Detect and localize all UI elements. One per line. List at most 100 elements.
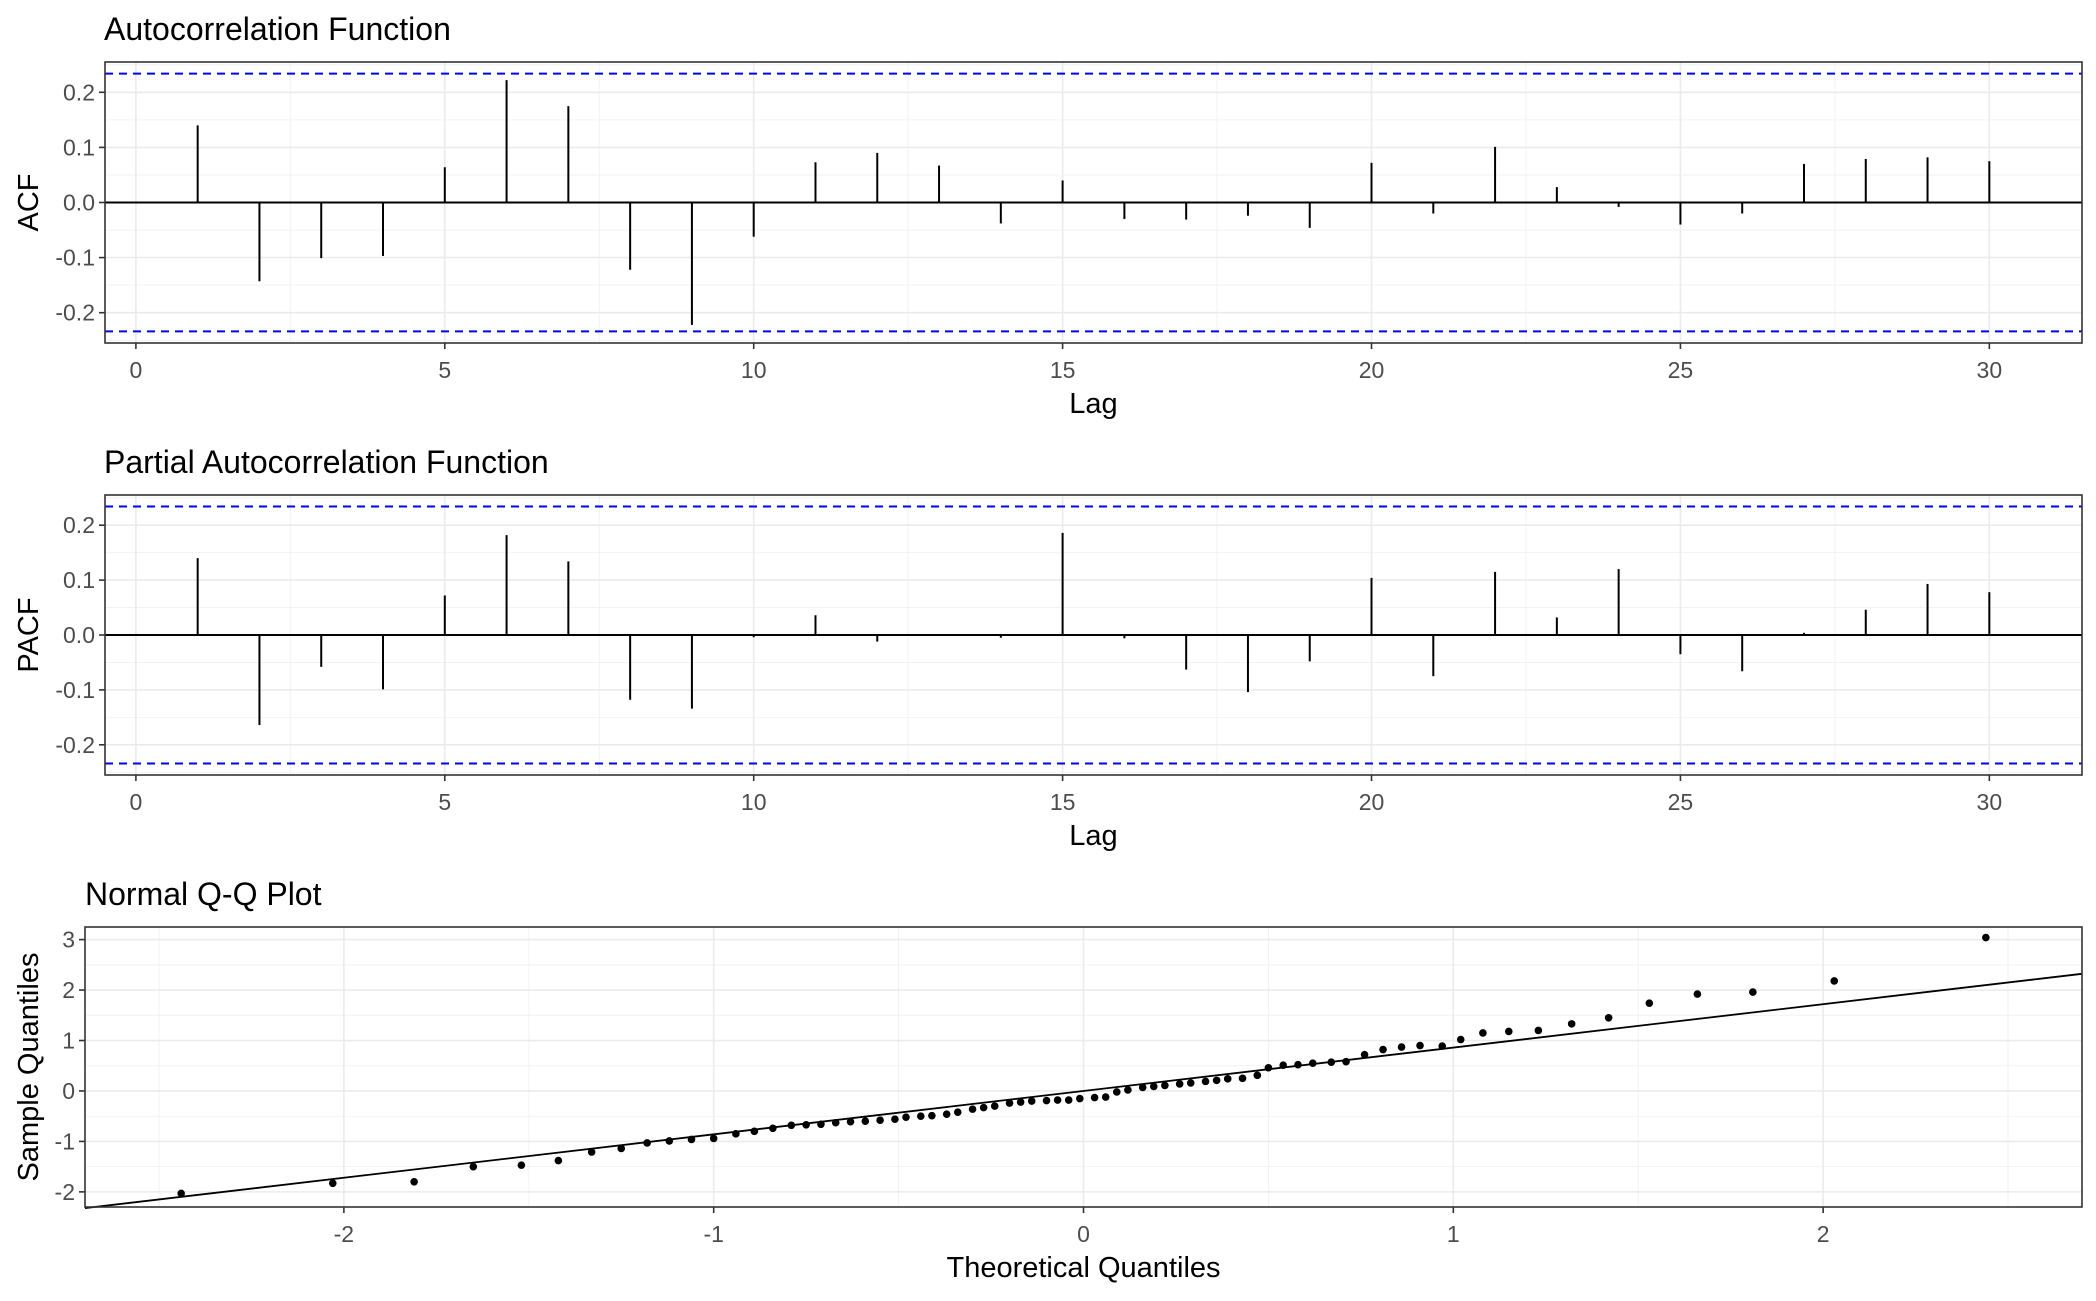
qq-point	[1212, 1076, 1221, 1085]
y-tick-label: -1	[55, 1128, 75, 1154]
y-tick-label: -0.1	[55, 245, 95, 271]
qq-point	[1027, 1097, 1036, 1105]
qq-point	[953, 1108, 962, 1116]
qq-point	[1042, 1096, 1051, 1105]
qq-point	[928, 1111, 936, 1120]
qq-point	[876, 1116, 884, 1125]
y-tick-label: 0.1	[63, 134, 95, 160]
qq-point	[665, 1137, 674, 1145]
qq-point	[1016, 1098, 1025, 1106]
y-tick-label: 0.2	[63, 79, 95, 105]
qq-point	[1397, 1043, 1406, 1051]
qq-point	[1504, 1027, 1513, 1036]
y-axis-title: PACF	[13, 597, 45, 672]
qq-point	[1830, 977, 1839, 985]
x-tick-label: 10	[741, 357, 767, 383]
qq-point	[1567, 1020, 1576, 1028]
qq-point	[1749, 988, 1757, 996]
x-tick-label: 5	[438, 789, 451, 815]
x-axis-title: Lag	[1069, 388, 1117, 420]
qq-point	[787, 1121, 796, 1130]
qq-point	[916, 1112, 925, 1120]
y-tick-label: 0	[62, 1078, 75, 1104]
chart-title: Normal Q-Q Plot	[85, 876, 322, 912]
qq-point	[1645, 999, 1654, 1007]
qq-point	[517, 1161, 526, 1169]
x-tick-label: 5	[438, 357, 451, 383]
qq-point	[177, 1189, 185, 1198]
qq-point	[1149, 1082, 1158, 1091]
qq-point	[846, 1117, 855, 1126]
x-tick-label: -2	[334, 1221, 354, 1247]
qq-point	[617, 1144, 626, 1153]
chart-title: Autocorrelation Function	[104, 11, 451, 47]
x-tick-label: 0	[1077, 1221, 1090, 1247]
qq-point	[891, 1115, 899, 1124]
qq-point	[1138, 1083, 1147, 1092]
qq-point	[1456, 1035, 1465, 1044]
x-tick-label: 0	[129, 789, 142, 815]
y-axis-title: Sample Quantiles	[13, 953, 45, 1182]
qq-point	[968, 1105, 977, 1113]
y-axis-title: ACF	[13, 174, 45, 232]
qq-point	[1112, 1088, 1121, 1096]
qq-point	[1416, 1041, 1424, 1050]
x-tick-label: 20	[1359, 789, 1385, 815]
qq-point	[1064, 1096, 1073, 1104]
y-tick-label: 0.1	[63, 567, 95, 593]
qq-point	[1175, 1080, 1184, 1088]
qq-point	[990, 1102, 999, 1110]
qq-point	[1693, 990, 1702, 998]
qq-point	[750, 1127, 759, 1136]
qq-point	[831, 1118, 840, 1127]
qq-point	[1308, 1059, 1317, 1068]
panel-2: -0.2 -0.1 0.0 0.1 0.2 0 5 10 15 20 25 30 Partial Aut…	[13, 444, 2083, 852]
qq-point	[1101, 1093, 1110, 1101]
x-tick-label: 0	[129, 357, 142, 383]
qq-point	[1076, 1094, 1084, 1103]
qq-point	[587, 1148, 596, 1156]
qq-point	[1201, 1077, 1210, 1086]
x-tick-label: 1	[1447, 1221, 1460, 1247]
x-tick-label: 25	[1668, 357, 1694, 383]
y-tick-label: 3	[62, 927, 75, 953]
qq-point	[769, 1124, 777, 1133]
x-tick-label: 2	[1817, 1221, 1830, 1247]
qq-point	[687, 1135, 696, 1144]
x-tick-label: 15	[1050, 357, 1076, 383]
qq-point	[1342, 1057, 1350, 1066]
x-axis-title: Theoretical Quantiles	[946, 1252, 1220, 1284]
qq-point	[1438, 1042, 1447, 1050]
x-tick-label: 15	[1050, 789, 1076, 815]
x-tick-label: 30	[1977, 357, 2003, 383]
y-tick-label: 1	[62, 1028, 75, 1054]
qq-point	[861, 1117, 870, 1126]
x-tick-label: 30	[1977, 789, 2003, 815]
qq-point	[554, 1156, 563, 1165]
x-tick-label: 10	[741, 789, 767, 815]
panel-1: -0.2 -0.1 0.0 0.1 0.2 0 5 10 15 20 25 30 Autocorrela…	[13, 11, 2083, 420]
qq-point	[1238, 1074, 1247, 1083]
x-tick-label: 20	[1359, 357, 1385, 383]
qq-point	[328, 1179, 337, 1188]
qq-point	[1604, 1014, 1613, 1022]
qq-point	[410, 1177, 418, 1186]
qq-point	[942, 1110, 951, 1118]
y-tick-label: 0.0	[63, 190, 95, 216]
qq-point	[643, 1139, 651, 1147]
qq-point	[979, 1103, 988, 1112]
y-tick-label: 2	[62, 977, 75, 1003]
qq-point	[1264, 1063, 1273, 1072]
qq-point	[1223, 1075, 1232, 1083]
qq-point	[1534, 1026, 1543, 1035]
qq-point	[1124, 1086, 1132, 1094]
qq-point	[817, 1120, 825, 1129]
qq-point	[732, 1130, 740, 1138]
y-tick-label: 0.0	[63, 622, 95, 648]
qq-point	[1161, 1081, 1169, 1090]
qq-point	[1053, 1096, 1062, 1104]
y-tick-label: -0.2	[55, 732, 95, 758]
qq-point	[709, 1134, 718, 1143]
